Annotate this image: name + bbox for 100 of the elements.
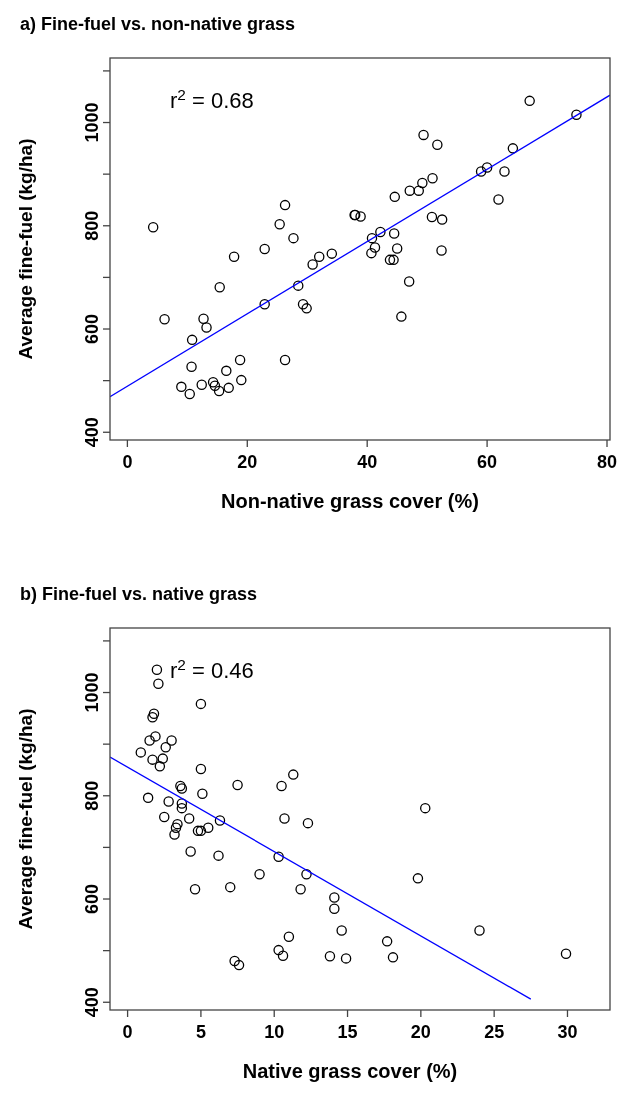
x-tick-label: 20 bbox=[410, 1022, 431, 1042]
point bbox=[389, 191, 401, 203]
annotation: r$^{2}$ = 0.68 bbox=[170, 85, 254, 113]
point bbox=[288, 232, 299, 244]
point bbox=[571, 109, 582, 121]
point bbox=[232, 779, 243, 791]
x-tick-label: 10 bbox=[264, 1022, 285, 1042]
point bbox=[391, 243, 403, 254]
point bbox=[276, 780, 287, 792]
point bbox=[259, 298, 270, 310]
point bbox=[147, 222, 159, 233]
x-tick-label: 30 bbox=[557, 1022, 578, 1042]
point bbox=[159, 313, 170, 325]
point bbox=[432, 139, 443, 150]
point bbox=[153, 678, 164, 689]
point bbox=[223, 382, 234, 394]
point bbox=[313, 251, 325, 262]
point bbox=[147, 712, 158, 723]
point bbox=[426, 211, 438, 223]
point bbox=[336, 925, 347, 936]
point bbox=[176, 798, 188, 809]
point bbox=[388, 228, 400, 239]
point bbox=[201, 322, 212, 333]
point bbox=[499, 166, 510, 177]
point bbox=[427, 173, 438, 184]
point bbox=[207, 376, 219, 388]
point bbox=[436, 245, 447, 256]
point bbox=[195, 763, 207, 775]
point bbox=[148, 708, 160, 719]
y-tick-label: 400 bbox=[82, 417, 102, 448]
point bbox=[170, 822, 182, 834]
point bbox=[142, 792, 154, 804]
point bbox=[436, 214, 448, 225]
point bbox=[302, 817, 314, 829]
point bbox=[224, 881, 236, 893]
point bbox=[147, 754, 158, 765]
x-tick-label: 0 bbox=[122, 452, 133, 472]
point bbox=[195, 698, 207, 710]
point bbox=[326, 248, 338, 259]
x-tick-label: 60 bbox=[477, 452, 498, 472]
point bbox=[301, 303, 312, 314]
chart-title: a) Fine-fuel vs. non-native grass bbox=[20, 14, 296, 34]
x-axis-title: Native grass cover (%) bbox=[242, 1060, 458, 1082]
point bbox=[197, 788, 208, 799]
point bbox=[157, 753, 169, 764]
point bbox=[474, 925, 485, 936]
y-tick-label: 600 bbox=[82, 313, 102, 345]
point bbox=[196, 379, 207, 391]
x-tick-label: 40 bbox=[357, 452, 378, 472]
point bbox=[176, 802, 188, 814]
point bbox=[189, 883, 201, 895]
point bbox=[560, 948, 572, 959]
point bbox=[259, 243, 270, 255]
point bbox=[524, 95, 535, 107]
point bbox=[169, 829, 180, 840]
point bbox=[324, 951, 336, 962]
point bbox=[297, 298, 309, 310]
point bbox=[166, 735, 177, 746]
point bbox=[301, 868, 312, 880]
y-tick-label: 1000 bbox=[82, 102, 102, 143]
point bbox=[413, 185, 424, 196]
y-tick-label: 600 bbox=[82, 883, 102, 915]
point bbox=[209, 380, 221, 392]
point bbox=[159, 811, 170, 823]
x-tick-label: 15 bbox=[337, 1022, 358, 1042]
point bbox=[366, 247, 377, 259]
point bbox=[144, 735, 155, 746]
point bbox=[160, 742, 171, 753]
point bbox=[329, 903, 340, 915]
point bbox=[151, 664, 163, 676]
point bbox=[340, 953, 352, 964]
point bbox=[198, 313, 209, 324]
point bbox=[493, 194, 504, 205]
point bbox=[186, 334, 198, 346]
point bbox=[384, 254, 396, 266]
point bbox=[417, 177, 428, 189]
point bbox=[388, 254, 399, 266]
point bbox=[233, 959, 245, 971]
y-tick-label: 800 bbox=[82, 210, 102, 241]
point bbox=[213, 850, 224, 861]
point bbox=[355, 211, 366, 222]
point bbox=[507, 143, 519, 154]
x-tick-label: 0 bbox=[122, 1022, 133, 1042]
x-tick-label: 25 bbox=[484, 1022, 505, 1042]
point bbox=[236, 374, 247, 386]
point bbox=[202, 822, 214, 834]
point bbox=[279, 354, 291, 366]
point bbox=[184, 388, 195, 400]
point bbox=[293, 280, 304, 291]
point bbox=[214, 815, 226, 826]
y-axis-title: Average fine-fuel (kg/ha) bbox=[15, 708, 36, 930]
point bbox=[288, 769, 299, 780]
point bbox=[403, 276, 415, 287]
point bbox=[481, 162, 493, 173]
point bbox=[283, 931, 295, 942]
point bbox=[214, 281, 225, 293]
point bbox=[279, 199, 291, 211]
point bbox=[418, 129, 429, 141]
point bbox=[381, 936, 393, 947]
point bbox=[273, 851, 284, 862]
